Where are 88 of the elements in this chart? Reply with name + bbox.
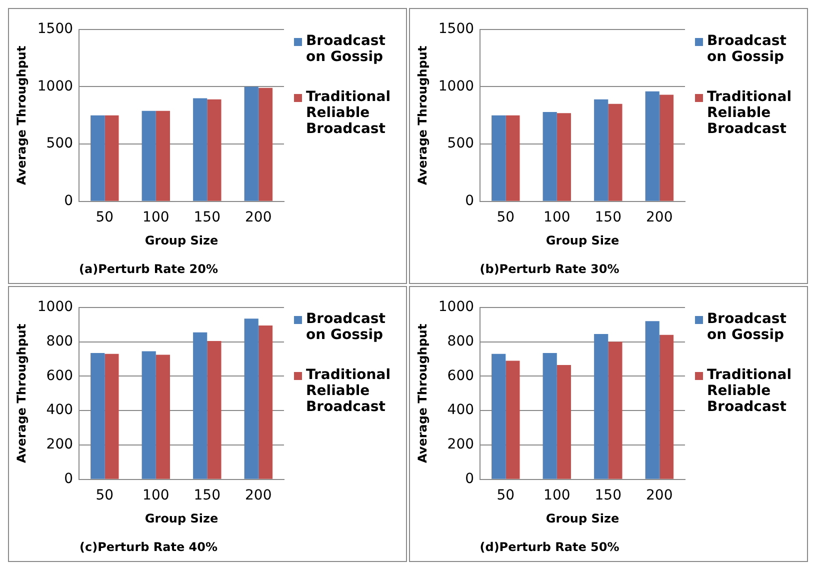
x-tick-label: 150 (194, 487, 221, 504)
legend-label: Broadcast on Gossip (306, 33, 386, 65)
legend-label: Traditional Reliable Broadcast (306, 367, 392, 415)
y-tick-label: 200 (447, 436, 474, 453)
y-axis-title: Average Throughput (14, 324, 28, 463)
x-tick-label: 50 (496, 209, 515, 226)
y-tick-label: 800 (447, 333, 474, 350)
x-tick-label: 100 (544, 209, 570, 226)
bar (608, 342, 622, 479)
bar (207, 99, 222, 201)
y-tick-label: 600 (46, 368, 74, 384)
bar (506, 360, 520, 479)
y-tick-label: 1000 (438, 299, 474, 316)
y-tick-label: 1000 (438, 78, 474, 94)
bar (645, 321, 660, 479)
x-axis-title: Group Size (546, 512, 620, 526)
bar (492, 354, 506, 479)
y-tick-label: 1000 (37, 78, 74, 94)
y-tick-label: 500 (46, 136, 74, 152)
y-tick-label: 200 (46, 436, 74, 453)
y-tick-label: 0 (64, 471, 74, 488)
x-tick-label: 200 (245, 487, 272, 504)
x-axis-title: Group Size (546, 234, 620, 248)
bar (258, 325, 272, 479)
text: (a)Perturb Rate 20% (79, 262, 218, 276)
y-axis-title: Average Throughput (14, 46, 28, 185)
y-axis-title: Average Throughput (415, 324, 430, 463)
bar (659, 94, 674, 201)
bar (594, 99, 608, 201)
y-tick-label: 400 (447, 402, 474, 418)
legend-label: Broadcast on Gossip (707, 33, 788, 65)
legend-label: Broadcast on Gossip (306, 311, 386, 343)
bar (90, 115, 105, 201)
x-tick-label: 200 (245, 209, 272, 226)
bar (90, 352, 105, 479)
y-tick-label: 0 (465, 193, 474, 210)
bar (142, 110, 156, 201)
x-axis-title: Group Size (144, 234, 218, 248)
legend-label: Traditional Reliable Broadcast (306, 89, 392, 137)
bar (659, 334, 674, 479)
bar (142, 351, 156, 479)
x-tick-label: 50 (96, 487, 114, 504)
legend-label: Broadcast on Gossip (707, 311, 788, 343)
x-tick-label: 100 (544, 487, 570, 504)
y-tick-label: 0 (465, 471, 474, 488)
bar (193, 332, 208, 479)
bar (104, 354, 119, 479)
bar (156, 110, 170, 201)
x-tick-label: 50 (96, 209, 114, 226)
bar (258, 88, 272, 201)
x-tick-label: 150 (594, 487, 622, 504)
y-axis-title: Average Throughput (415, 46, 430, 185)
x-tick-label: 150 (594, 209, 622, 226)
bar (645, 91, 660, 201)
bar (492, 115, 506, 201)
y-tick-label: 1500 (438, 21, 474, 38)
legend-label: Traditional Reliable Broadcast (707, 367, 793, 415)
bar (244, 318, 258, 479)
bar (104, 115, 119, 201)
y-tick-label: 600 (447, 368, 474, 384)
bar (193, 98, 208, 201)
x-tick-label: 200 (646, 209, 673, 226)
bar (542, 352, 557, 479)
bar (542, 112, 557, 201)
y-tick-label: 500 (447, 136, 474, 152)
x-tick-label: 100 (142, 487, 170, 504)
y-tick-label: 0 (64, 193, 74, 210)
x-tick-label: 150 (194, 209, 221, 226)
x-axis-title: Group Size (144, 512, 218, 526)
y-tick-label: 1000 (37, 299, 74, 316)
x-tick-label: 50 (496, 487, 515, 504)
text: (c)Perturb Rate 40% (79, 540, 218, 554)
text: (d)Perturb Rate 50% (480, 540, 620, 554)
bar (608, 104, 622, 201)
bar (594, 334, 608, 479)
legend-label: Traditional Reliable Broadcast (707, 89, 793, 137)
y-tick-label: 800 (46, 333, 74, 350)
bar (207, 340, 222, 479)
y-tick-label: 400 (46, 402, 74, 418)
bar (556, 113, 571, 201)
bar (506, 115, 520, 201)
bar (156, 354, 170, 479)
bar (556, 365, 571, 479)
y-tick-label: 1500 (37, 21, 74, 38)
x-tick-label: 200 (646, 487, 673, 504)
x-tick-label: 100 (142, 209, 170, 226)
text: (b)Perturb Rate 30% (480, 262, 620, 276)
bar (244, 86, 258, 201)
